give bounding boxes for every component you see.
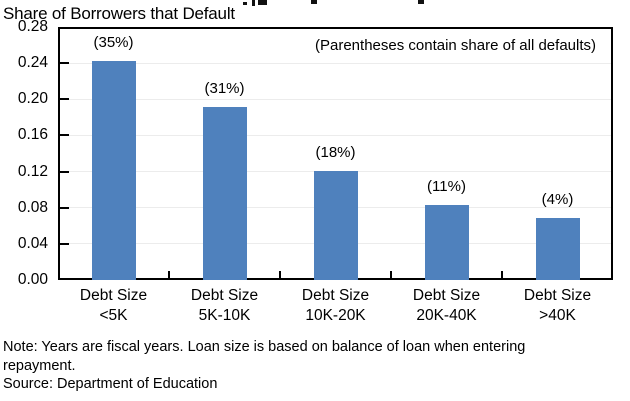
- x-axis-category-label-line: 20K-40K: [416, 307, 477, 324]
- x-axis-category-label-line: <5K: [99, 307, 128, 324]
- y-axis-tick-mark: [60, 98, 69, 101]
- bar-value-label: (31%): [204, 80, 245, 98]
- y-axis-tick-label: 0.04: [17, 234, 48, 252]
- y-axis-tick-label: 0.16: [17, 126, 48, 144]
- bar-value-label: (11%): [427, 178, 466, 195]
- x-axis-category-label-line: Debt Size: [79, 287, 148, 304]
- x-axis-category-label-line: 5K-10K: [198, 307, 251, 324]
- bar-2: [202, 107, 247, 280]
- y-axis-tick-mark: [60, 242, 69, 245]
- y-axis-tick-mark: [60, 134, 69, 137]
- note-line-2: repayment.: [3, 358, 76, 374]
- x-axis-category-label: Debt Size 10K-20K: [281, 286, 391, 326]
- bar-value-label: (18%): [315, 143, 356, 161]
- bar-5: [535, 217, 580, 280]
- y-axis-tick-label: 0.00: [17, 271, 48, 288]
- note-line-1: Note: Years are fiscal years. Loan size …: [3, 339, 526, 355]
- bar-3: [313, 170, 358, 280]
- x-axis-category-label-line: Debt Size: [523, 287, 592, 304]
- bar-value-label: (4%): [541, 190, 574, 208]
- x-axis-category-label: Debt Size >40K: [503, 286, 613, 326]
- y-gridline: [60, 134, 611, 136]
- chart-title: Share of Borrowers that Default: [3, 4, 235, 23]
- x-axis-category-label: Debt Size <5K: [59, 286, 169, 326]
- clipped-text-fragment: [252, 0, 255, 6]
- y-axis-tick-label: 0.08: [17, 198, 48, 216]
- x-axis-category-label-line: Debt Size: [412, 287, 481, 304]
- clipped-text-fragment: [311, 0, 317, 4]
- y-gridline: [60, 98, 611, 100]
- clipped-text-fragment: [418, 0, 424, 4]
- bar-value-label: (35%): [93, 34, 134, 52]
- x-axis-category-label: Debt Size 20K-40K: [392, 286, 502, 326]
- chart-annotation: (Parentheses contain share of all defaul…: [315, 37, 596, 54]
- source-line: Source: Department of Education: [3, 376, 218, 392]
- clipped-text-fragment: [243, 2, 247, 5]
- y-axis-tick-mark: [60, 62, 69, 65]
- x-axis-tick-mark: [168, 271, 170, 280]
- x-axis-tick-mark: [279, 271, 281, 280]
- x-axis-category-label-line: Debt Size: [301, 287, 370, 304]
- x-axis-category-label-line: >40K: [539, 307, 576, 324]
- x-axis-category-label-line: Debt Size: [190, 287, 259, 304]
- bar-4: [424, 205, 469, 280]
- y-axis-tick-label: 0.28: [17, 18, 48, 35]
- y-axis-tick-mark: [60, 206, 69, 209]
- x-axis-tick-mark: [390, 271, 392, 280]
- y-axis-tick-mark: [60, 170, 69, 173]
- x-axis-tick-mark: [501, 271, 503, 280]
- clipped-text-fragment: [258, 0, 267, 5]
- x-axis-category-label: Debt Size 5K-10K: [170, 286, 280, 326]
- y-axis-tick-label: 0.20: [17, 90, 48, 108]
- x-axis-category-label-line: 10K-20K: [305, 307, 366, 324]
- bar-1: [91, 61, 136, 280]
- y-axis-tick-label: 0.24: [17, 54, 48, 72]
- y-axis-tick-label: 0.12: [17, 162, 48, 180]
- y-gridline: [60, 62, 611, 64]
